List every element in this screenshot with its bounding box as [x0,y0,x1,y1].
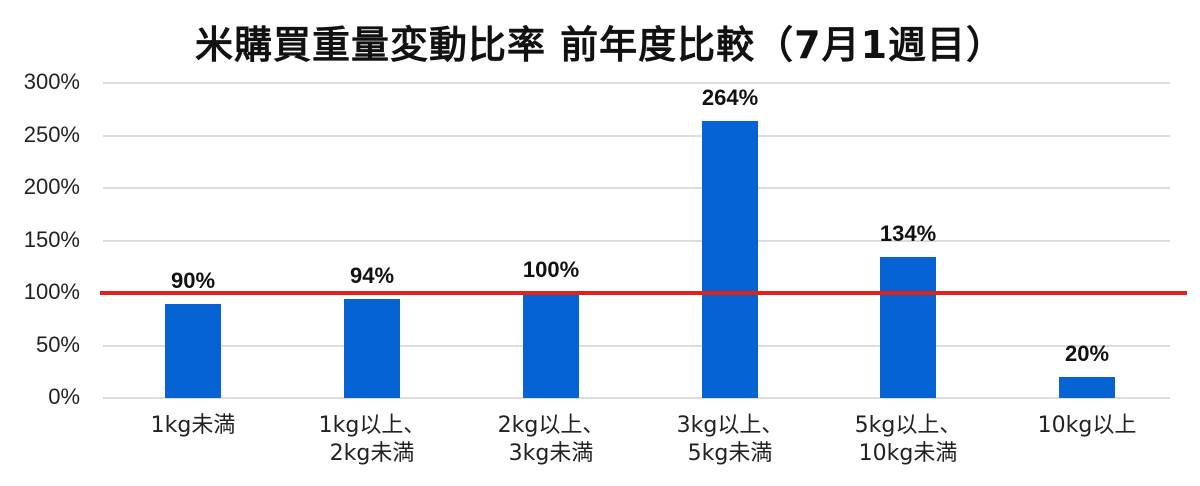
value-label: 20% [1064,341,1110,366]
bar [523,293,579,398]
y-tick-label: 50% [35,331,80,357]
value-label: 264% [701,84,759,110]
y-tick-label: 100% [23,279,80,304]
bar [165,303,221,398]
gridline [103,187,1170,189]
value-label: 94% [349,263,395,289]
y-tick-label: 300% [23,69,80,94]
value-label: 100% [522,257,580,282]
gridline [103,344,1170,347]
value-label: 134% [879,221,937,247]
bar [880,257,936,398]
bar [344,299,400,398]
gridline [103,82,1170,84]
x-tick-label: 10kg以上 [1037,413,1137,438]
reference-line-100 [100,291,1187,295]
bar [1059,377,1115,398]
gridline [103,239,1170,242]
y-tick-label: 200% [23,174,80,199]
bar [702,120,758,398]
gridline [103,134,1170,137]
x-tick-label: 2kg以上、 3kg未満 [497,413,605,466]
y-tick-label: 0% [48,384,80,409]
y-tick-label: 250% [23,121,80,147]
value-label: 90% [170,267,216,293]
chart-title: 米購買重量変動比率 前年度比較（7月1週目） [194,23,1006,67]
x-tick-label: 3kg以上、 5kg未満 [676,413,784,466]
x-tick-label: 5kg以上、 10kg未満 [854,413,962,466]
gridline [103,397,1170,399]
x-tick-label: 1kg未満 [150,413,236,438]
y-tick-label: 150% [23,226,80,252]
x-tick-label: 1kg以上、 2kg未満 [318,413,426,466]
plot-area [103,82,1170,399]
